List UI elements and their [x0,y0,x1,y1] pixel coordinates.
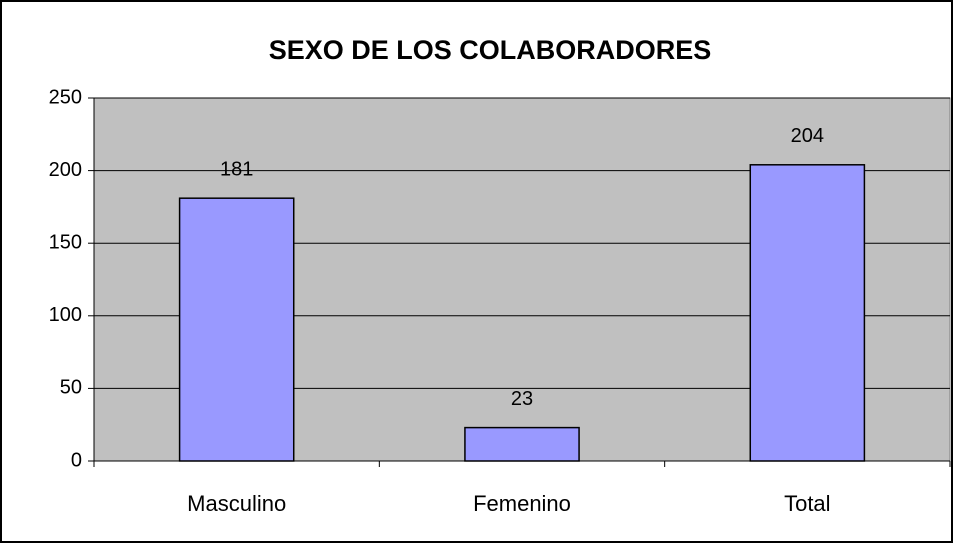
y-tick-label: 0 [71,449,82,471]
y-tick-label: 100 [49,304,82,326]
data-label: 204 [791,125,824,147]
y-tick-label: 200 [49,159,82,181]
data-label: 181 [220,158,253,180]
y-tick-label: 50 [60,377,82,399]
x-tick-label: Femenino [473,491,571,516]
bar [464,426,580,462]
bar [749,164,866,462]
y-tick-label: 150 [49,231,82,253]
y-tick-label: 250 [49,86,82,108]
x-tick-label: Masculino [187,491,286,516]
bar [178,197,295,462]
x-tick-label: Total [784,491,830,516]
chart-title: SEXO DE LOS COLABORADORES [269,35,712,65]
data-label: 23 [511,388,533,410]
